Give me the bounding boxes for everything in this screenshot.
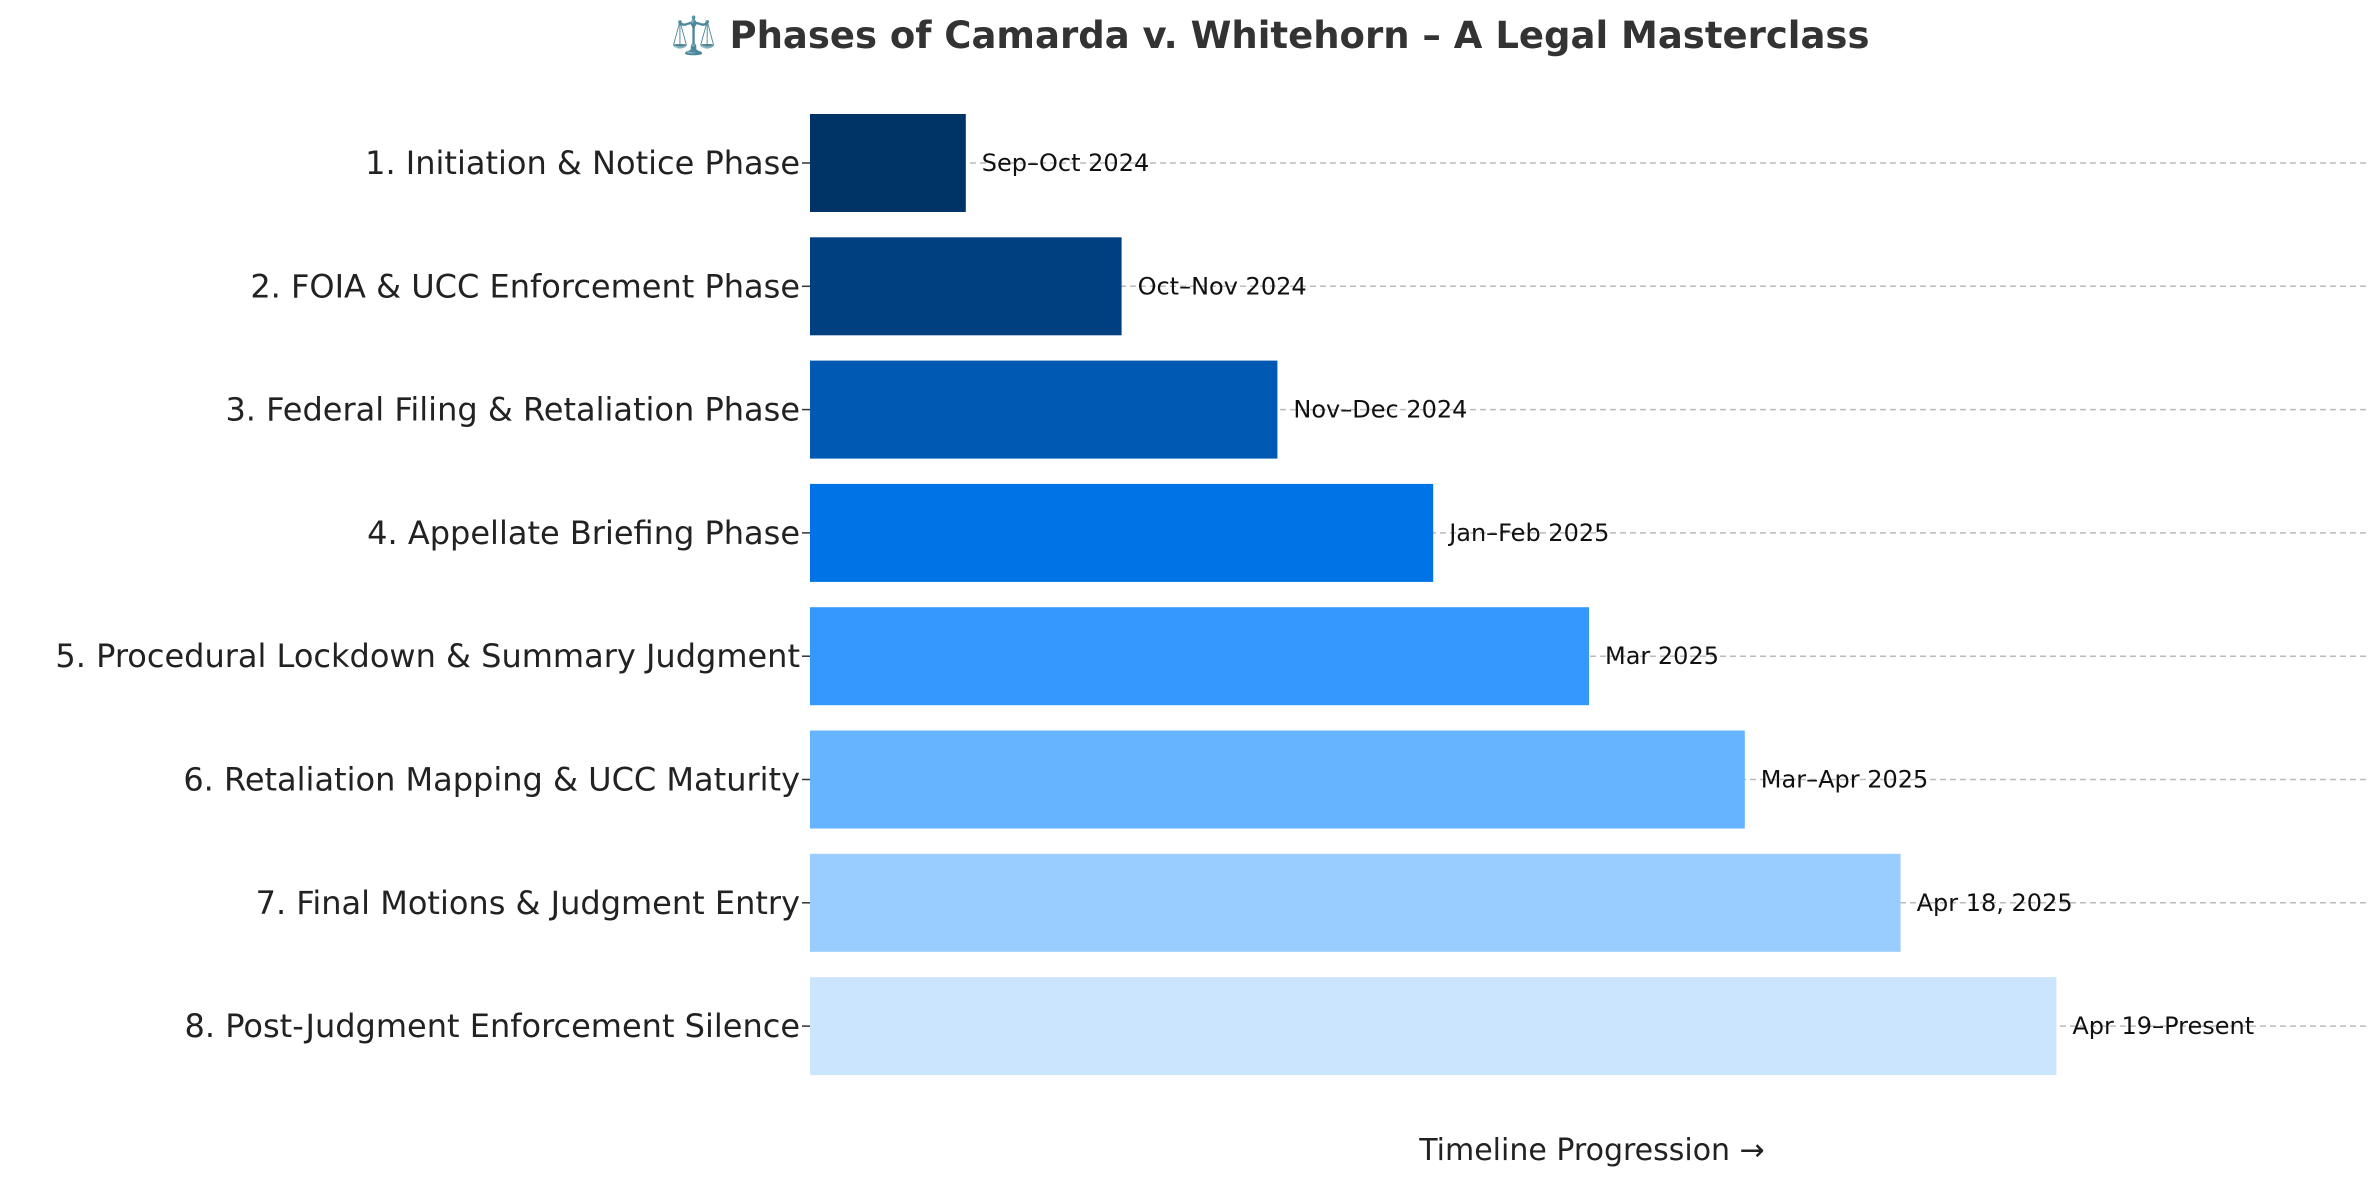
- bar-7: [810, 853, 1901, 952]
- data-label-7: Apr 18, 2025: [1917, 889, 2073, 917]
- category-label-1: 1. Initiation & Notice Phase: [365, 144, 800, 182]
- category-label-6: 6. Retaliation Mapping & UCC Maturity: [183, 761, 800, 799]
- chart-title: ⚖️ Phases of Camarda v. Whitehorn – A Le…: [671, 14, 1870, 57]
- bar-1: [810, 114, 966, 212]
- category-label-2: 2. FOIA & UCC Enforcement Phase: [250, 267, 800, 305]
- bar-8: [810, 977, 2057, 1076]
- data-labels: Sep–Oct 2024 Oct–Nov 2024 Nov–Dec 2024 Jan–…: [982, 149, 2254, 1040]
- category-label-3: 3. Federal Filing & Retaliation Phase: [225, 391, 800, 429]
- bar-6: [810, 730, 1745, 829]
- data-label-8: Apr 19–Present: [2072, 1012, 2254, 1040]
- data-label-1: Sep–Oct 2024: [982, 149, 1149, 177]
- bar-3: [810, 360, 1278, 459]
- bar-4: [810, 483, 1434, 582]
- data-label-3: Nov–Dec 2024: [1293, 396, 1467, 424]
- data-label-5: Mar 2025: [1605, 642, 1719, 670]
- bar-5: [810, 607, 1589, 706]
- category-label-4: 4. Appellate Briefing Phase: [367, 514, 800, 552]
- data-label-2: Oct–Nov 2024: [1138, 272, 1307, 300]
- category-label-7: 7. Final Motions & Judgment Entry: [256, 884, 800, 922]
- data-label-4: Jan–Feb 2025: [1447, 519, 1609, 547]
- category-label-8: 8. Post-Judgment Enforcement Silence: [185, 1007, 800, 1045]
- data-label-6: Mar–Apr 2025: [1761, 766, 1929, 794]
- x-axis-label: Timeline Progression →: [1418, 1133, 1765, 1168]
- category-label-5: 5. Procedural Lockdown & Summary Judgmen…: [55, 637, 800, 675]
- bars: [810, 114, 2057, 1076]
- category-labels: 1. Initiation & Notice Phase 2. FOIA & UC…: [55, 144, 810, 1045]
- bar-2: [810, 237, 1122, 336]
